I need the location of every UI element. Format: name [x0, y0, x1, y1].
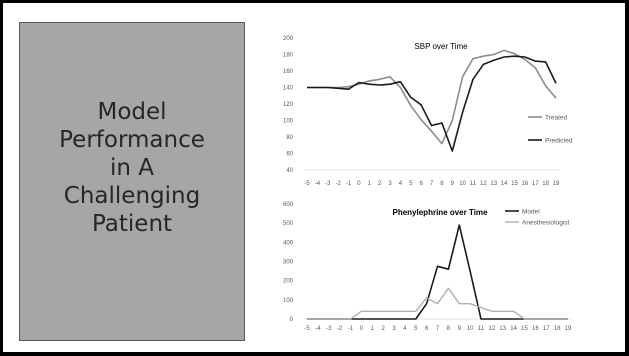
x-tick-label: 14 [510, 326, 517, 332]
x-tick-label: 3 [388, 181, 392, 187]
x-tick-label: 16 [522, 181, 529, 187]
x-tick-label: 2 [381, 326, 385, 332]
x-tick-label: -3 [326, 326, 332, 332]
series-line-anesthesiologist [307, 287, 568, 320]
chart-title: SBP over Time [414, 42, 468, 51]
x-tick-label: 1 [368, 181, 372, 187]
series-line-predicted [307, 55, 557, 152]
x-tick-label: -5 [304, 181, 310, 187]
slide-title: Model Performance in A Challenging Patie… [59, 98, 205, 237]
x-tick-label: 11 [470, 181, 477, 187]
x-tick-label: 6 [425, 326, 429, 332]
x-tick-label: 0 [360, 326, 364, 332]
y-tick-label: 0 [290, 317, 294, 323]
x-tick-label: 13 [499, 326, 506, 332]
x-tick-label: 9 [458, 326, 462, 332]
legend-label-model: Model [522, 208, 540, 215]
y-tick-label: 180 [283, 53, 294, 59]
y-tick-label: 300 [283, 260, 294, 266]
x-tick-label: 4 [399, 181, 403, 187]
x-tick-label: 18 [542, 181, 549, 187]
y-tick-label: 40 [286, 168, 293, 174]
y-tick-label: 160 [283, 69, 294, 75]
x-tick-label: 14 [501, 181, 508, 187]
y-tick-label: 500 [283, 221, 294, 227]
x-tick-label: -3 [325, 181, 331, 187]
x-tick-label: 8 [447, 326, 451, 332]
legend-label-anesthesiologist: Anesthesiologist [522, 219, 570, 226]
y-tick-label: 400 [283, 240, 294, 246]
x-tick-label: -5 [304, 326, 310, 332]
x-tick-label: 7 [436, 326, 440, 332]
x-tick-label: 9 [451, 181, 455, 187]
y-tick-label: 600 [283, 202, 294, 208]
x-tick-label: 12 [489, 326, 496, 332]
x-tick-label: 7 [430, 181, 434, 187]
x-tick-label: 5 [414, 326, 418, 332]
y-tick-label: 100 [283, 298, 294, 304]
x-tick-label: 19 [553, 181, 560, 187]
x-tick-label: 1 [371, 326, 375, 332]
x-tick-label: 10 [467, 326, 474, 332]
x-tick-label: 17 [543, 326, 550, 332]
x-tick-label: 6 [419, 181, 423, 187]
y-tick-label: 140 [283, 86, 294, 92]
series-line-treated [307, 49, 557, 145]
y-tick-label: 200 [283, 36, 294, 42]
y-tick-label: 120 [283, 102, 294, 108]
title-panel: Model Performance in A Challenging Patie… [19, 22, 245, 341]
y-tick-label: 80 [286, 135, 293, 141]
x-tick-label: 15 [511, 181, 518, 187]
x-tick-label: 12 [480, 181, 487, 187]
x-tick-label: 11 [478, 326, 485, 332]
x-tick-label: 18 [554, 326, 561, 332]
series-line-model [307, 224, 568, 320]
x-tick-label: 16 [532, 326, 539, 332]
x-tick-label: 19 [565, 326, 572, 332]
y-tick-label: 100 [283, 119, 294, 125]
x-tick-label: 5 [409, 181, 413, 187]
x-tick-label: 10 [459, 181, 466, 187]
x-tick-label: -4 [315, 181, 321, 187]
x-tick-label: -1 [348, 326, 354, 332]
y-tick-label: 60 [286, 152, 293, 158]
y-tick-label: 200 [283, 279, 294, 285]
x-tick-label: 4 [403, 326, 407, 332]
x-tick-label: -4 [315, 326, 321, 332]
x-tick-label: 2 [378, 181, 382, 187]
x-tick-label: 13 [490, 181, 497, 187]
x-tick-label: -2 [337, 326, 343, 332]
legend-label-predicted: Predicted [545, 137, 573, 144]
x-tick-label: 8 [440, 181, 444, 187]
legend-label-treated: Treated [545, 114, 568, 121]
x-tick-label: 17 [532, 181, 539, 187]
x-tick-label: 3 [392, 326, 396, 332]
chart-title: Phenylephrine over Time [393, 208, 489, 217]
x-tick-label: 15 [521, 326, 528, 332]
x-tick-label: -2 [335, 181, 341, 187]
x-tick-label: -1 [346, 181, 352, 187]
x-tick-label: 0 [357, 181, 361, 187]
